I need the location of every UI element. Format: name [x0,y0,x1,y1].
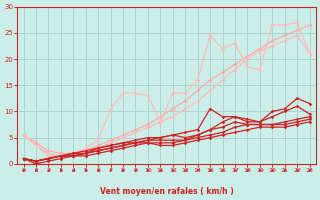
X-axis label: Vent moyen/en rafales ( km/h ): Vent moyen/en rafales ( km/h ) [100,187,234,196]
